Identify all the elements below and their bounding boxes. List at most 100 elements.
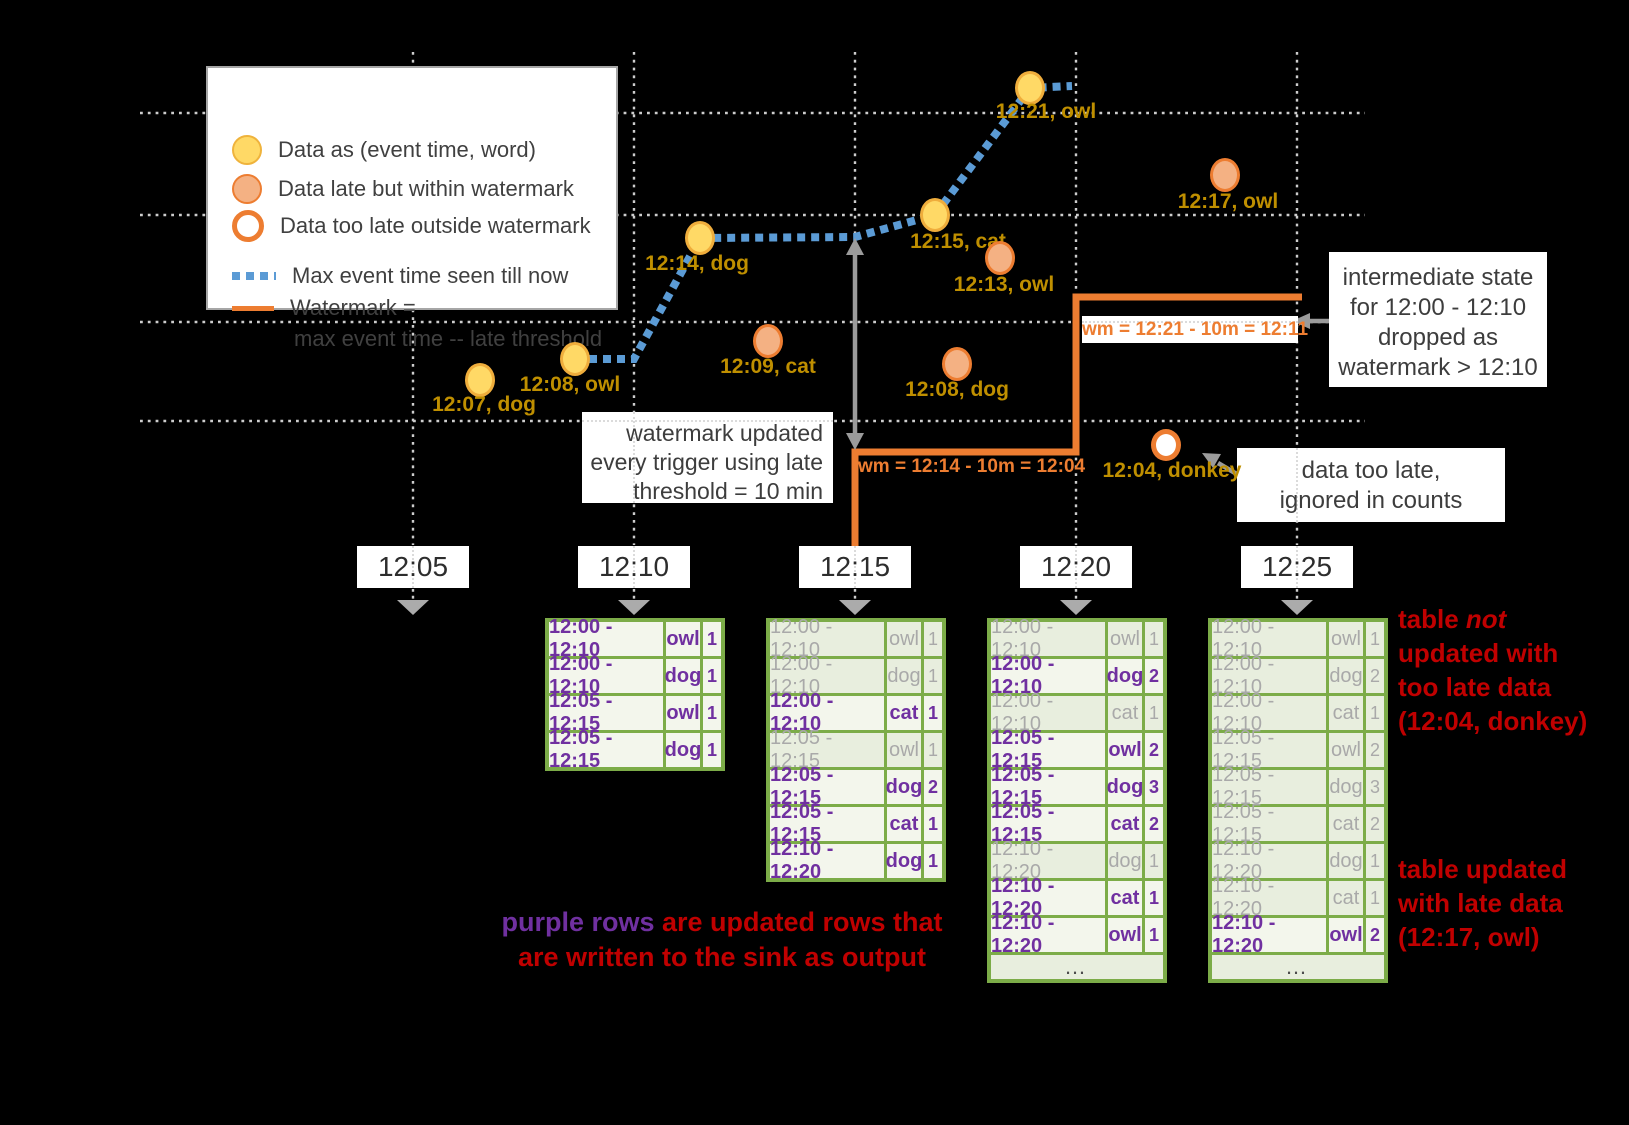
word-cell: owl [1108, 622, 1145, 656]
data-point-on-time [685, 221, 715, 255]
window-cell: 12:00 - 12:10 [770, 616, 887, 661]
word-cell: dog [1108, 844, 1145, 878]
word-cell: owl [887, 733, 924, 767]
legend-item: Data late but within watermark [232, 174, 574, 204]
note-text: too late data [1398, 672, 1552, 702]
callout-line: threshold = 10 min [633, 478, 823, 504]
word-cell: dog [1107, 770, 1145, 804]
data-point-late-ok [985, 241, 1015, 275]
count-cell: 1 [703, 659, 721, 693]
count-cell: 2 [1145, 659, 1163, 693]
gridline-overlay [1296, 546, 1298, 588]
callout-line: ignored in counts [1279, 487, 1463, 514]
note-table-not-updated: table not updated with too late data (12… [1398, 602, 1587, 738]
word-cell: dog [665, 733, 703, 767]
table-row: 12:10 - 12:20 owl 2 [1212, 912, 1384, 957]
trigger-time-box: 12:25 [1241, 546, 1353, 588]
gridline-overlay [633, 412, 635, 503]
data-point-on-time [920, 198, 950, 232]
data-point-late-ok [753, 324, 783, 358]
table-row: 12:05 - 12:15 owl 1 [549, 690, 721, 735]
salmon-dot-icon [232, 174, 262, 204]
count-cell: 1 [1145, 918, 1163, 952]
count-cell: 1 [924, 807, 942, 841]
data-point-label: 12:13, owl [953, 273, 1055, 296]
word-cell: cat [1108, 696, 1145, 730]
note-purple-rows-highlight: purple rows [501, 907, 655, 937]
callout-line: intermediate state [1342, 264, 1534, 291]
arrowhead-up-icon [846, 238, 864, 255]
table-row: 12:10 - 12:20 dog 1 [1212, 838, 1384, 883]
table-row: 12:10 - 12:20 dog 1 [770, 838, 942, 883]
arrowhead-left-icon [1292, 313, 1310, 329]
window-cell: 12:10 - 12:20 [991, 838, 1108, 883]
word-cell: dog [1329, 659, 1366, 693]
callout-watermark-updated: watermark updated every trigger using la… [582, 412, 833, 504]
data-point-on-time [1015, 71, 1045, 105]
trigger-arrowhead-icon [1281, 600, 1313, 615]
table-more-row: … [1212, 954, 1384, 979]
table-row: 12:05 - 12:15 owl 2 [1212, 727, 1384, 772]
note-table-updated-late: table updated with late data (12:17, owl… [1398, 852, 1567, 954]
trigger-time-box: 12:10 [578, 546, 690, 588]
count-cell: 1 [1145, 622, 1163, 656]
count-cell: 1 [1366, 622, 1384, 656]
word-cell: cat [1108, 807, 1145, 841]
word-cell: cat [887, 807, 924, 841]
window-cell: 12:05 - 12:15 [549, 690, 666, 735]
trigger-time-label: 12:15 [819, 551, 891, 582]
trigger-arrowhead-icon [839, 600, 871, 615]
table-row: 12:00 - 12:10 cat 1 [991, 690, 1163, 735]
count-cell: 1 [1366, 844, 1384, 878]
arrowhead-upleft-icon [1202, 453, 1221, 468]
word-cell: dog [887, 659, 924, 693]
watermark-value-label: wm = 12:21 - 10m = 12:11 [1082, 319, 1309, 340]
window-cell: 12:05 - 12:15 [1212, 727, 1329, 772]
result-table-12:15: 12:00 - 12:10 owl 1 12:00 - 12:10 dog 1 12:00 … [766, 616, 946, 883]
word-cell: dog [886, 770, 924, 804]
word-cell: owl [1108, 733, 1145, 767]
callout-line: dropped as [1377, 324, 1499, 351]
note-text: are updated rows that [654, 907, 943, 937]
note-text: are written to the sink as output [517, 942, 927, 972]
count-cell: 1 [1145, 844, 1163, 878]
gridline-overlay [1082, 321, 1298, 323]
data-point-late-ok [1210, 158, 1240, 192]
blue-dotted-line-icon [232, 272, 276, 280]
trigger-time-box: 12:20 [1020, 546, 1132, 588]
count-cell: 2 [1366, 918, 1384, 952]
result-table-12:20: 12:00 - 12:10 owl 1 12:00 - 12:10 dog 2 12:00 … [987, 616, 1167, 983]
window-cell: 12:10 - 12:20 [1212, 912, 1329, 957]
word-cell: cat [887, 696, 924, 730]
data-point-label: 12:17, owl [1177, 190, 1279, 213]
table-row: 12:00 - 12:10 owl 1 [549, 616, 721, 661]
watermark-value-label: wm = 12:14 - 10m = 12:04 [858, 456, 1086, 477]
ellipsis-icon: … [991, 954, 1163, 979]
table-row: 12:10 - 12:20 owl 1 [991, 912, 1163, 957]
window-cell: 12:00 - 12:10 [1212, 653, 1329, 698]
gridline-overlay [582, 420, 833, 422]
data-point-label: 12:08, dog [905, 378, 1009, 401]
callout-line: watermark updated [626, 420, 823, 446]
window-cell: 12:05 - 12:15 [770, 801, 887, 846]
legend-item-label: Data too late outside watermark [280, 213, 591, 238]
word-cell: owl [1108, 918, 1145, 952]
trigger-time-box: 12:05 [357, 546, 469, 588]
note-text: table updated [1398, 854, 1568, 884]
legend-item: Watermark = [232, 295, 416, 321]
count-cell: 1 [1366, 881, 1384, 915]
count-cell: 1 [1366, 696, 1384, 730]
table-row: 12:00 - 12:10 cat 1 [770, 690, 942, 735]
data-point-label: 12:09, cat [720, 355, 816, 378]
window-cell: 12:05 - 12:15 [770, 764, 887, 809]
word-cell: cat [1329, 881, 1366, 915]
word-cell: owl [1329, 733, 1366, 767]
window-cell: 12:00 - 12:10 [549, 616, 666, 661]
count-cell: 3 [1366, 770, 1384, 804]
word-cell: dog [1329, 770, 1366, 804]
table-row: 12:00 - 12:10 owl 1 [770, 616, 942, 661]
gridline-overlay [1075, 546, 1077, 588]
count-cell: 2 [1366, 733, 1384, 767]
legend-item-sublabel: max event time -- late threshold [294, 326, 603, 351]
